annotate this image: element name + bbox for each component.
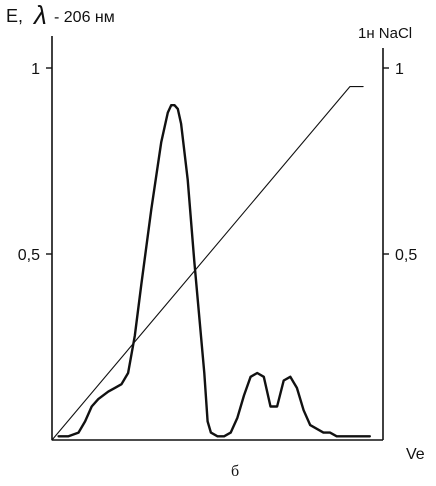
left-axis-label-suffix: - 206 нм bbox=[54, 9, 115, 26]
right-tick-label-1: 0,5 bbox=[395, 247, 417, 264]
left-axis-label-lambda: λ bbox=[32, 0, 47, 30]
left-tick-label-0: 1 bbox=[31, 61, 40, 78]
left-axis-ticks: 10,5 bbox=[18, 61, 52, 264]
figure-caption: б bbox=[231, 463, 239, 480]
left-axis-label-prefix: E, bbox=[6, 6, 23, 26]
left-axis: E, λ - 206 нм bbox=[6, 0, 115, 440]
left-tick-label-1: 0,5 bbox=[18, 247, 40, 264]
absorbance-line bbox=[57, 103, 371, 438]
series-layer bbox=[51, 86, 371, 441]
right-axis-ticks: 10,5 bbox=[383, 61, 417, 264]
gradient-line bbox=[51, 86, 364, 441]
right-axis-label: 1н NaCl bbox=[358, 25, 412, 42]
right-axis: 1н NaCl bbox=[358, 25, 412, 440]
x-axis: Ve bbox=[52, 439, 425, 463]
right-tick-label-0: 1 bbox=[395, 61, 404, 78]
x-axis-label: Ve bbox=[406, 446, 425, 463]
